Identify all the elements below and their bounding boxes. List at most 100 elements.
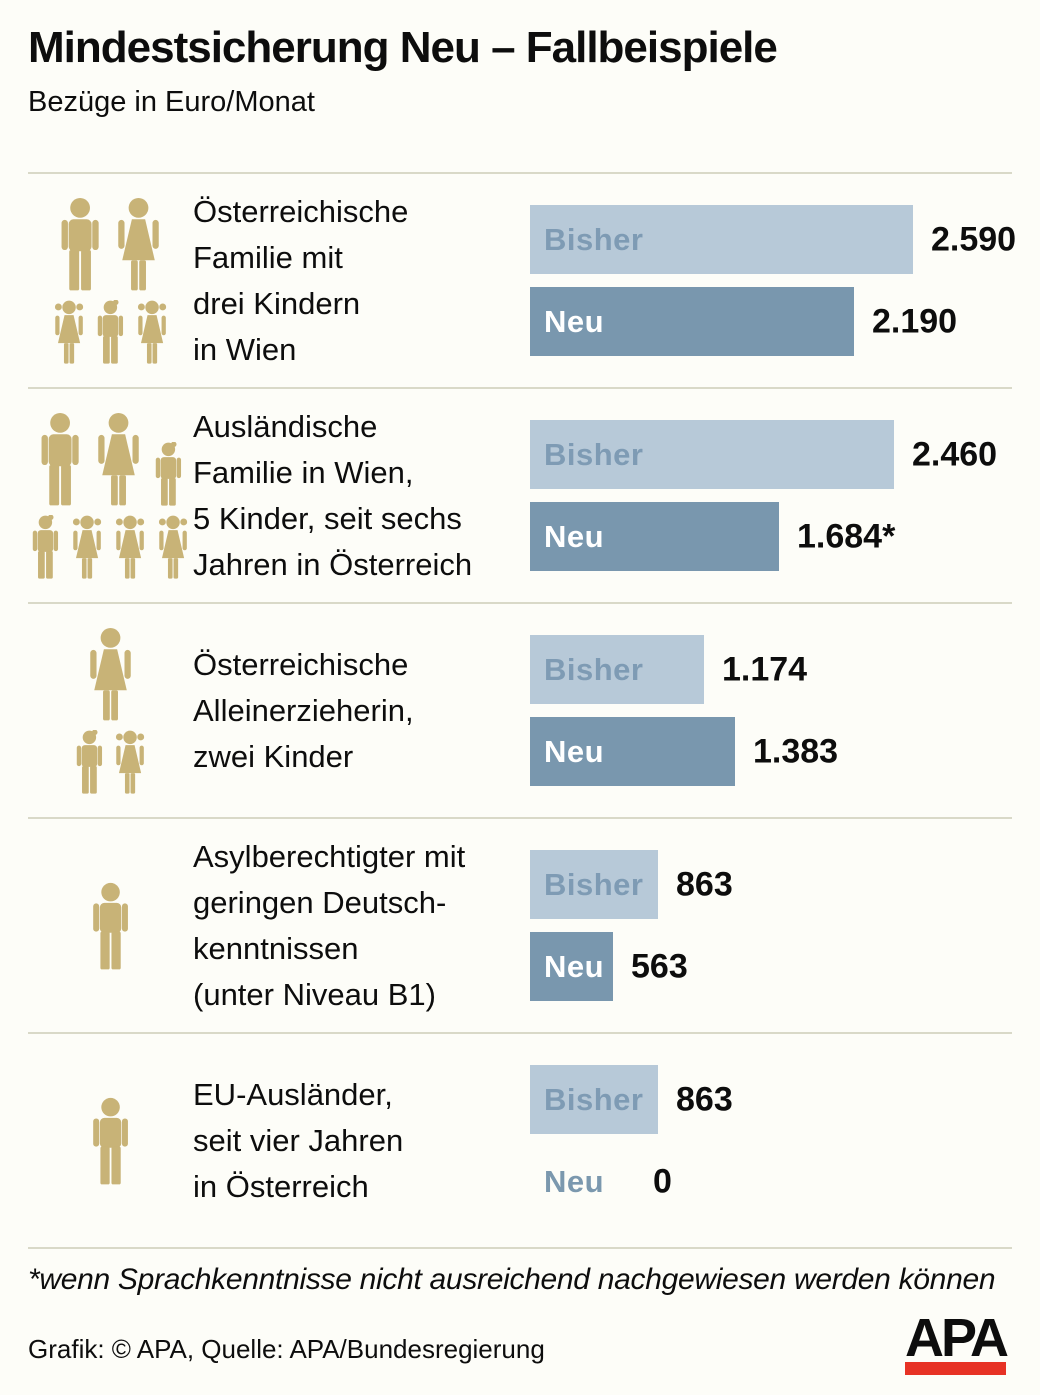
- case-rows: Österreichische Familie mit drei Kindern in…: [28, 172, 1016, 1247]
- case-row: Österreichische Familie mit drei Kindern in…: [28, 172, 1016, 387]
- boy-icon: [73, 730, 106, 794]
- case-row: Ausländische Familie in Wien, 5 Kinder, se…: [28, 387, 1012, 602]
- case-bars: Bisher 2.590 Neu 2.190: [530, 205, 1016, 356]
- neu-bar-fill: [530, 287, 854, 356]
- case-description: Österreichische Familie mit drei Kindern in…: [193, 189, 530, 373]
- neu-bar-label: Neu: [544, 518, 605, 554]
- apa-logo-text: APA: [904, 1308, 1009, 1368]
- bisher-bar-value: 1.174: [722, 650, 808, 688]
- case-description-line: drei Kindern: [193, 285, 361, 321]
- case-description: Ausländische Familie in Wien, 5 Kinder, se…: [193, 404, 530, 588]
- icon-line: [29, 515, 191, 579]
- bisher-bar: Bisher 863: [530, 850, 1012, 919]
- apa-logo-red-bar: [904, 1362, 1006, 1376]
- neu-bar-value: 0: [653, 1162, 672, 1200]
- header: Mindestsicherung Neu – Fallbeispiele Bez…: [28, 0, 1012, 172]
- bisher-bar-value: 2.460: [912, 435, 998, 473]
- case-description-line: EU-Ausländer,: [193, 1076, 393, 1112]
- neu-bar-value: 1.383: [753, 732, 839, 770]
- case-description-line: Alleinerzieherin,: [193, 692, 414, 728]
- case-bars: Bisher 863 Neu 0: [530, 1065, 1012, 1216]
- credit-row: Grafik: © APA, Quelle: APA/Bundesregieru…: [28, 1308, 1012, 1376]
- bisher-bar-fill: [530, 1065, 658, 1134]
- neu-bar: Neu 2.190: [530, 287, 1012, 356]
- neu-bar-value: 563: [631, 947, 688, 985]
- neu-bar: Neu 1.684*: [530, 502, 1012, 571]
- girl-icon: [69, 515, 105, 579]
- case-bars: Bisher 863 Neu 563: [530, 850, 1012, 1001]
- girl-icon: [112, 730, 148, 794]
- case-description: Asylberechtigter mit geringen Deutsch-ken…: [193, 834, 530, 1018]
- case-description-line: Familie in Wien,: [193, 454, 414, 490]
- footnote: *wenn Sprachkenntnisse nicht ausreichend…: [28, 1263, 996, 1296]
- icon-line: [56, 197, 164, 291]
- boy-icon: [29, 515, 62, 579]
- neu-bar-label: Neu: [544, 733, 605, 769]
- credit-line: Grafik: © APA, Quelle: APA/Bundesregieru…: [28, 1334, 545, 1365]
- case-description-line: Asylberechtigter mit: [193, 838, 466, 874]
- case-description-line: geringen Deutsch-: [193, 884, 447, 920]
- woman-icon: [92, 412, 145, 506]
- apa-logo: APA: [904, 1308, 1012, 1376]
- case-bars: Bisher 2.460 Neu 1.684*: [530, 420, 1012, 571]
- bisher-bar-label: Bisher: [544, 221, 644, 257]
- case-description: Österreichische Alleinerzieherin, zwei Kin…: [193, 642, 530, 780]
- case-description-line: kenntnissen: [193, 930, 359, 966]
- bisher-bar: Bisher 1.174: [530, 635, 1012, 704]
- man-icon: [88, 1097, 133, 1185]
- icon-line: [84, 627, 137, 721]
- case-icons: [28, 412, 193, 579]
- man-icon: [56, 197, 104, 291]
- case-description-line: in Österreich: [193, 1168, 369, 1204]
- icon-line: [88, 882, 133, 970]
- neu-bar: Neu 1.383: [530, 717, 1012, 786]
- bisher-bar-value: 863: [676, 865, 733, 903]
- icon-line: [88, 1097, 133, 1185]
- chart-subtitle: Bezüge in Euro/Monat: [28, 86, 315, 119]
- case-icons: [28, 197, 193, 364]
- bisher-bar-value: 863: [676, 1080, 733, 1118]
- neu-bar-label: Neu: [544, 303, 605, 339]
- girl-icon: [51, 300, 87, 364]
- woman-icon: [112, 197, 165, 291]
- icon-line: [51, 300, 170, 364]
- case-description-line: 5 Kinder, seit sechs: [193, 500, 462, 536]
- case-description-line: seit vier Jahren: [193, 1122, 404, 1158]
- chart-title: Mindestsicherung Neu – Fallbeispiele: [28, 23, 778, 72]
- boy-icon: [152, 442, 185, 506]
- girl-icon: [134, 300, 170, 364]
- case-description: EU-Ausländer, seit vier Jahren in Österrei…: [193, 1072, 530, 1210]
- bisher-bar-label: Bisher: [544, 866, 644, 902]
- bisher-bar-fill: [530, 635, 704, 704]
- neu-bar-value: 1.684*: [797, 517, 896, 555]
- case-bars: Bisher 1.174 Neu 1.383: [530, 635, 1012, 786]
- girl-icon: [112, 515, 148, 579]
- case-icons: [28, 1097, 193, 1185]
- bisher-bar: Bisher 863: [530, 1065, 1012, 1134]
- neu-bar: Neu 563: [530, 932, 1012, 1001]
- bisher-bar-fill: [530, 420, 894, 489]
- bisher-bar-fill: [530, 205, 913, 274]
- case-description-line: (unter Niveau B1): [193, 976, 436, 1012]
- neu-bar-fill: [530, 932, 613, 1001]
- icon-line: [73, 730, 149, 794]
- man-icon: [36, 412, 84, 506]
- neu-bar-label: Neu: [544, 1163, 605, 1199]
- bisher-bar: Bisher 2.590: [530, 205, 1016, 274]
- footer: *wenn Sprachkenntnisse nicht ausreichend…: [28, 1247, 1012, 1376]
- case-description-line: Österreichische: [193, 193, 409, 229]
- bisher-bar-value: 2.590: [931, 220, 1017, 258]
- bisher-bar: Bisher 2.460: [530, 420, 1012, 489]
- case-description-line: Jahren in Österreich: [193, 546, 473, 582]
- case-row: Asylberechtigter mit geringen Deutsch-ken…: [28, 817, 1012, 1032]
- case-description-line: Familie mit: [193, 239, 343, 275]
- girl-icon: [155, 515, 191, 579]
- case-icons: [28, 627, 193, 794]
- man-icon: [88, 882, 133, 970]
- neu-bar-label: Neu: [544, 948, 605, 984]
- neu-bar-fill: [530, 717, 735, 786]
- case-icons: [28, 882, 193, 970]
- case-description-line: Ausländische: [193, 408, 378, 444]
- bisher-bar-label: Bisher: [544, 436, 644, 472]
